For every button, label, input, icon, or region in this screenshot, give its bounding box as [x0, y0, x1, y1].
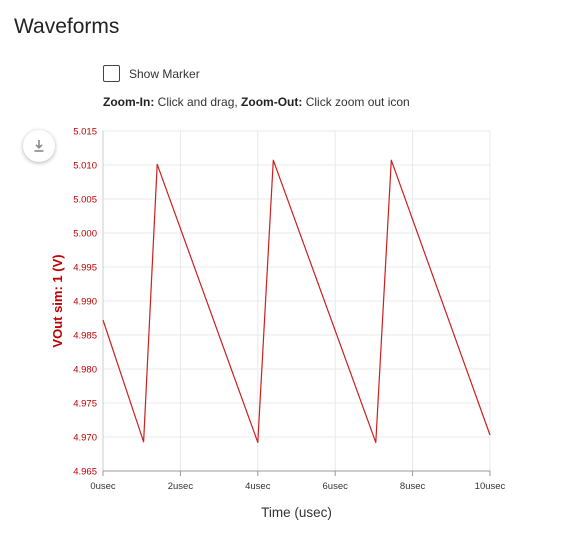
zoom-instructions: Zoom-In: Click and drag, Zoom-Out: Click… — [103, 95, 410, 109]
x-tick-label: 4usec — [245, 481, 271, 492]
y-tick-label: 4.985 — [73, 331, 97, 342]
x-tick-label: 6usec — [323, 481, 349, 492]
show-marker-checkbox[interactable] — [103, 65, 120, 82]
x-tick-label: 8usec — [400, 481, 426, 492]
zoom-out-label: Zoom-Out: — [241, 95, 303, 109]
y-tick-label: 4.990 — [73, 297, 97, 308]
x-tick-label: 10usec — [475, 481, 506, 492]
chart-axes — [102, 131, 491, 476]
y-tick-label: 4.965 — [73, 467, 97, 478]
series-line — [102, 159, 491, 443]
zoom-out-text: Click zoom out icon — [302, 95, 410, 109]
x-tick-label: 0usec — [90, 481, 116, 492]
y-tick-label: 4.975 — [73, 399, 97, 410]
page-title: Waveforms — [14, 15, 120, 38]
y-axis-label: VOut sim: 1 (V) — [50, 254, 65, 347]
download-button[interactable] — [23, 130, 55, 162]
y-tick-label: 5.015 — [73, 127, 97, 138]
y-tick-label: 5.005 — [73, 195, 97, 206]
zoom-in-text: Click and drag, — [154, 95, 242, 109]
x-tick-label: 2usec — [168, 481, 194, 492]
y-tick-label: 4.980 — [73, 365, 97, 376]
y-tick-label: 5.010 — [73, 161, 97, 172]
chart-grid — [102, 130, 491, 472]
y-tick-label: 4.970 — [73, 433, 97, 444]
show-marker-toggle[interactable]: Show Marker — [103, 65, 200, 82]
zoom-in-label: Zoom-In: — [103, 95, 155, 109]
show-marker-label: Show Marker — [129, 66, 200, 81]
y-tick-label: 5.000 — [73, 229, 97, 240]
y-tick-label: 4.995 — [73, 263, 97, 274]
chart-tick-labels: 5.015 5.010 5.005 5.000 4.995 4.990 4.985 4.980… — [73, 127, 505, 493]
download-icon — [34, 140, 44, 152]
chart-series — [102, 159, 491, 443]
x-axis-label: Time (usec) — [261, 505, 332, 520]
